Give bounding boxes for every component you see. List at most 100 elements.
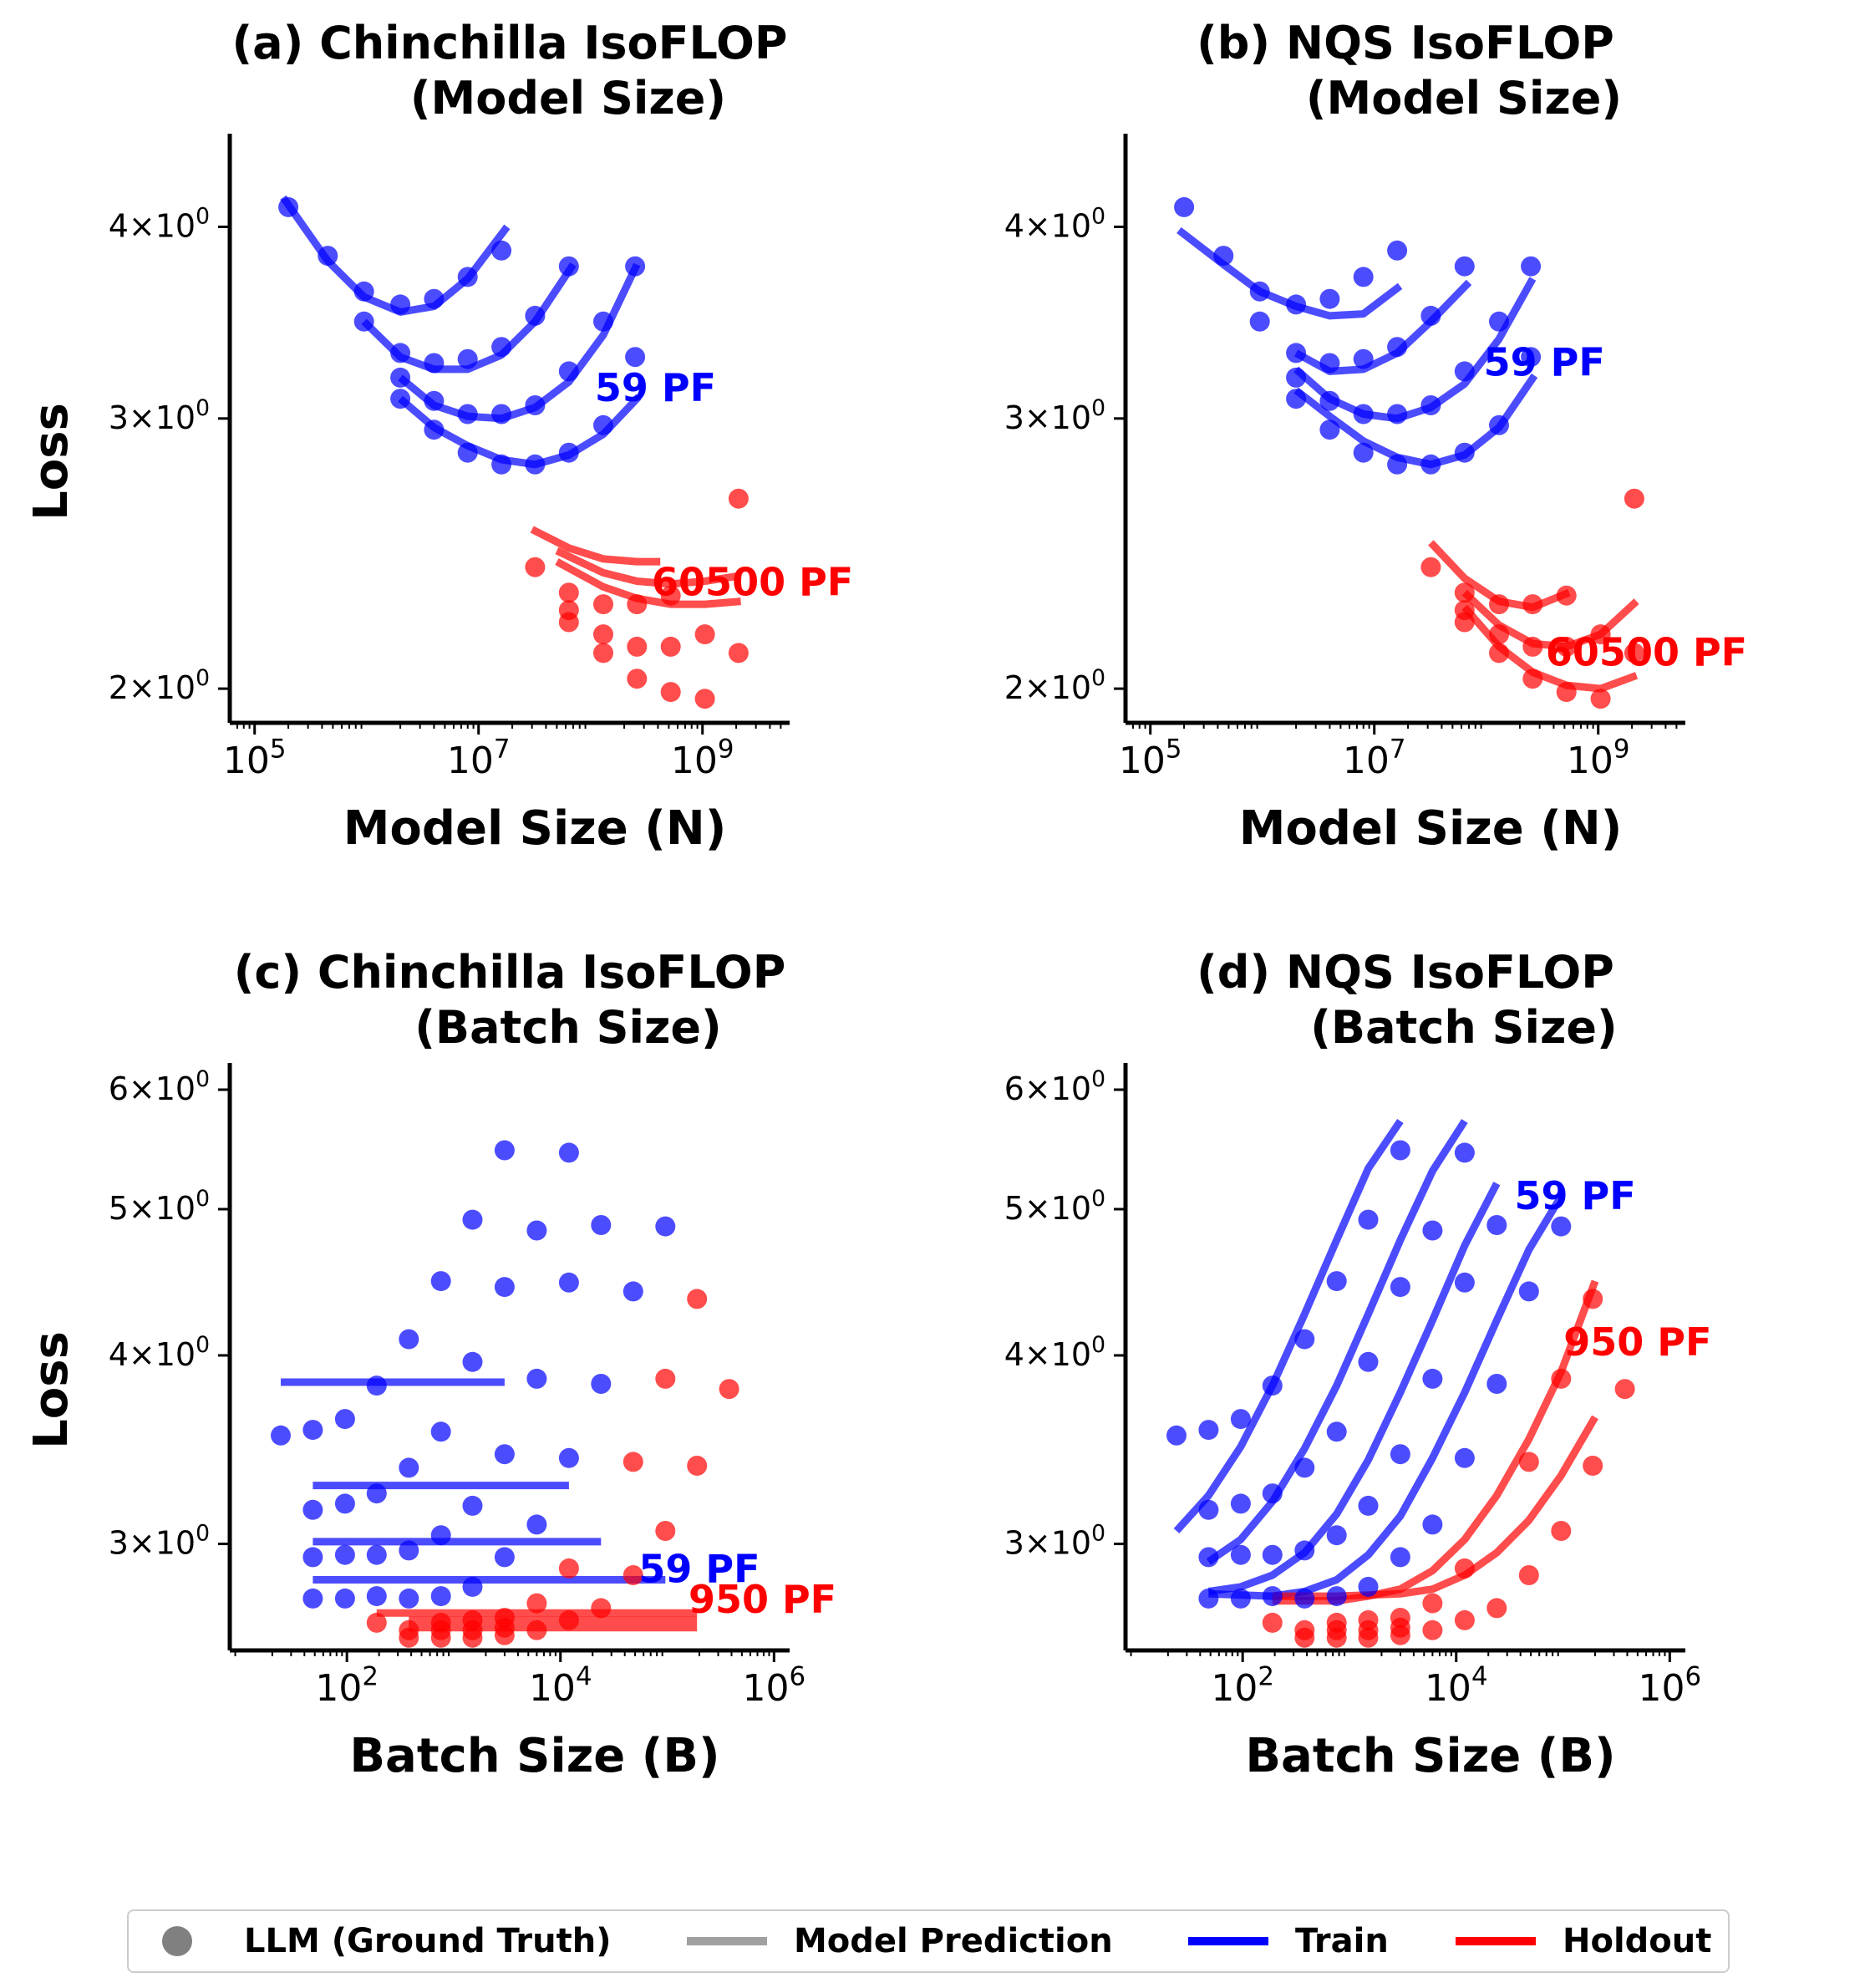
y-axis-label: Loss xyxy=(24,1331,79,1449)
data-point-holdout xyxy=(558,1609,579,1630)
data-point-holdout xyxy=(1583,1289,1603,1309)
data-point-train xyxy=(1521,256,1542,277)
data-point-holdout xyxy=(1518,1565,1539,1585)
data-point-train xyxy=(491,404,512,425)
y-tick-label: 4×100 xyxy=(109,1332,210,1373)
data-point-train xyxy=(526,1368,547,1389)
data-point-train xyxy=(1489,311,1509,332)
data-point-train xyxy=(623,1281,643,1302)
data-point-holdout xyxy=(660,636,681,657)
x-axis-label: Model Size (N) xyxy=(343,801,727,856)
chart-title-line: (Batch Size) xyxy=(414,1001,721,1054)
data-point-train xyxy=(494,1277,515,1298)
data-point-train xyxy=(457,267,478,287)
data-point-train xyxy=(457,404,478,425)
data-point-holdout xyxy=(1454,1558,1475,1579)
y-axis-label: Loss xyxy=(24,403,79,521)
data-point-train xyxy=(1358,1209,1379,1230)
data-point-holdout xyxy=(1624,643,1644,664)
data-point-holdout xyxy=(623,1452,643,1472)
data-point-train xyxy=(526,1220,547,1241)
legend-train: Train xyxy=(1188,1911,1389,1971)
data-point-holdout xyxy=(558,612,579,633)
prediction-line-train xyxy=(280,195,511,316)
data-point-holdout xyxy=(366,1612,387,1633)
y-tick-label: 4×100 xyxy=(1004,1332,1105,1373)
data-point-train xyxy=(399,1457,419,1478)
data-point-train xyxy=(302,1588,323,1609)
data-point-train xyxy=(1486,1374,1507,1394)
data-point-holdout xyxy=(558,1558,579,1579)
data-point-train xyxy=(1420,305,1441,326)
data-point-train xyxy=(1294,1588,1315,1609)
data-point-train xyxy=(1294,1329,1315,1350)
data-point-holdout xyxy=(593,594,613,615)
data-point-holdout xyxy=(525,557,546,577)
data-point-train xyxy=(526,1514,547,1535)
annotation-label: 950 PF xyxy=(689,1577,836,1622)
data-point-holdout xyxy=(526,1593,547,1614)
legend-holdout-label: Holdout xyxy=(1563,1922,1712,1960)
data-point-holdout xyxy=(1390,1624,1410,1645)
data-point-train xyxy=(1353,404,1374,425)
data-point-train xyxy=(1390,1277,1410,1298)
data-point-train xyxy=(334,1588,355,1609)
data-point-holdout xyxy=(1454,1609,1475,1630)
data-point-holdout xyxy=(655,1368,676,1389)
data-point-train xyxy=(1454,1142,1475,1163)
data-point-train xyxy=(491,240,512,261)
data-point-holdout xyxy=(627,669,648,689)
data-point-holdout xyxy=(1262,1612,1283,1633)
data-point-holdout xyxy=(627,636,648,657)
data-point-holdout xyxy=(1583,1456,1603,1476)
data-point-holdout xyxy=(623,1565,643,1585)
data-point-train xyxy=(1319,419,1340,440)
x-axis-label: Batch Size (B) xyxy=(1245,1729,1615,1783)
x-tick-label: 105 xyxy=(1119,735,1182,782)
legend-holdout: Holdout xyxy=(1456,1911,1711,1971)
data-point-train xyxy=(457,348,478,369)
data-point-train xyxy=(302,1499,323,1520)
data-point-train xyxy=(1230,1588,1251,1609)
y-tick-label: 3×100 xyxy=(1004,1521,1105,1562)
y-tick-label: 5×100 xyxy=(1004,1186,1105,1227)
data-point-train xyxy=(655,1216,676,1237)
data-point-holdout xyxy=(728,488,749,509)
data-point-train xyxy=(430,1586,451,1607)
data-point-train xyxy=(1249,311,1270,332)
data-point-train xyxy=(1390,1547,1410,1568)
data-point-train xyxy=(1262,1586,1283,1607)
data-point-train xyxy=(1326,1421,1347,1442)
data-point-train xyxy=(1294,1540,1315,1561)
data-point-train xyxy=(625,256,646,277)
data-point-train xyxy=(1353,348,1374,369)
data-point-train xyxy=(1521,347,1542,368)
legend-prediction-label: Model Prediction xyxy=(794,1922,1113,1960)
prediction-line-train xyxy=(1206,1119,1468,1565)
data-point-train xyxy=(1387,337,1408,358)
data-point-holdout xyxy=(591,1598,612,1619)
prediction-line-holdout xyxy=(530,526,661,566)
data-point-train xyxy=(1422,1368,1443,1389)
data-point-holdout xyxy=(1489,594,1509,615)
chart-title-line: (a) Chinchilla IsoFLOP xyxy=(231,17,787,69)
data-point-train xyxy=(1198,1420,1219,1441)
x-tick-label: 109 xyxy=(671,735,734,782)
y-tick-label: 6×100 xyxy=(109,1066,210,1107)
legend-train-line xyxy=(1188,1937,1268,1945)
data-point-train xyxy=(558,1272,579,1293)
data-point-holdout xyxy=(1518,1452,1539,1472)
data-point-holdout xyxy=(1422,1593,1443,1614)
data-point-train xyxy=(1390,1140,1410,1161)
chart-title-line: (Batch Size) xyxy=(1310,1001,1617,1054)
data-point-train xyxy=(1294,1457,1315,1478)
data-point-holdout xyxy=(728,643,749,664)
annotation-label: 60500 PF xyxy=(652,560,853,605)
data-point-holdout xyxy=(627,594,648,615)
data-point-train xyxy=(1422,1514,1443,1535)
y-tick-label: 2×100 xyxy=(109,665,210,706)
data-point-train xyxy=(430,1421,451,1442)
prediction-line-holdout xyxy=(555,547,742,588)
data-point-train xyxy=(1387,454,1408,475)
